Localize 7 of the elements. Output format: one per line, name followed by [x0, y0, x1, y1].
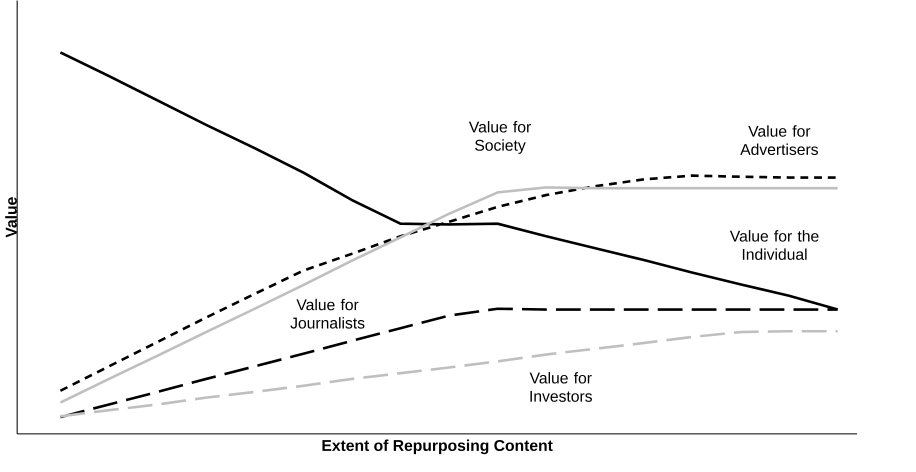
- series-label: Value for Advertisers: [740, 125, 818, 155]
- series-label: Value for Journalists: [290, 298, 364, 329]
- text: Value for Society: [468, 121, 531, 154]
- series-label: Value for the Individual: [730, 230, 818, 260]
- series-label: Value for Investors: [530, 372, 592, 402]
- y-axis-title: Value: [5, 197, 17, 238]
- x-axis-title: Extent of Repurposing Content: [322, 440, 553, 454]
